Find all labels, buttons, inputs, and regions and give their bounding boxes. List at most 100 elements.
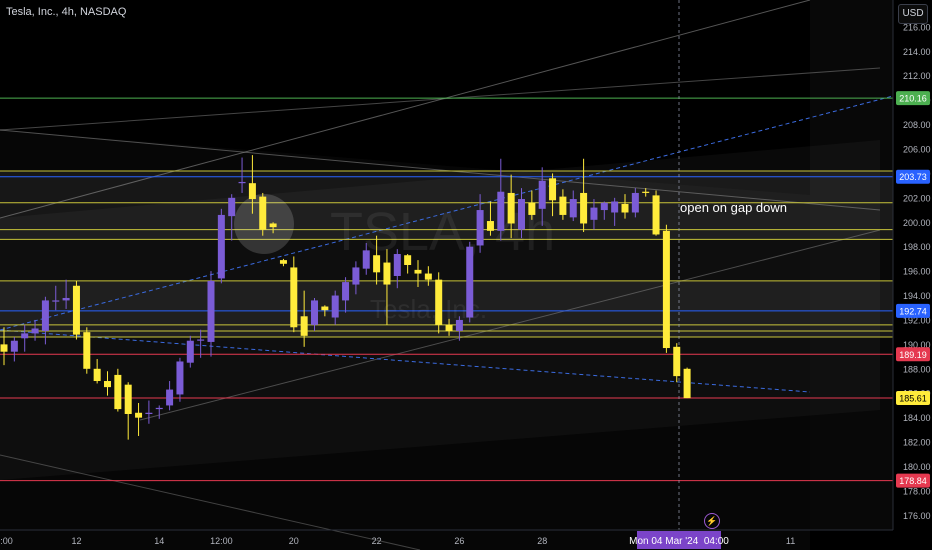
price-labels: 210.16 203.73 192.74 189.19 185.61 178.84 [896, 91, 930, 488]
candle-body [497, 191, 505, 231]
candle-57 [590, 199, 598, 230]
candle-body [248, 183, 256, 200]
candle-body [62, 297, 70, 301]
candle-58 [600, 201, 608, 220]
candle-63 [652, 190, 660, 236]
candle-body [10, 340, 18, 352]
candle-59 [611, 197, 619, 226]
candle-body [611, 201, 619, 213]
y-tick-label: 196.00 [903, 267, 931, 277]
time-marker-label: Mon 04 Mar '24 04:00 [629, 536, 729, 547]
candle-52 [538, 167, 546, 226]
candle-2 [21, 324, 29, 352]
candle-body [580, 192, 588, 224]
candle-46 [476, 194, 484, 253]
candle-32 [331, 290, 339, 325]
x-tick-label: 22 [372, 536, 382, 546]
candle-body [404, 255, 412, 265]
candle-body [538, 180, 546, 209]
candle-body [342, 282, 350, 301]
upper-rising-trendline [0, 0, 811, 219]
price-label-4: 185.61 [896, 390, 930, 405]
candle-body [528, 202, 536, 215]
price-label-text: 189.19 [899, 350, 927, 360]
y-tick-label: 180.00 [903, 462, 931, 472]
price-label-box [896, 390, 930, 405]
candle-17 [176, 357, 184, 402]
candle-26 [269, 222, 277, 234]
candle-4 [41, 296, 49, 345]
price-label-text: 210.16 [899, 94, 927, 104]
candle-body [176, 361, 184, 395]
candle-body [72, 285, 80, 335]
candle-15 [155, 405, 163, 419]
price-label-1: 203.73 [896, 169, 930, 184]
x-tick-label: 12:00 [210, 536, 233, 546]
y-tick-label: 208.00 [903, 120, 931, 130]
candle-36 [373, 235, 381, 285]
price-label-2: 192.74 [896, 303, 930, 318]
candle-body [600, 202, 608, 211]
price-label-box [896, 303, 930, 318]
candle-21 [217, 208, 225, 284]
future-area-fill [810, 0, 893, 530]
candle-body [83, 332, 91, 369]
candle-body [321, 306, 329, 311]
candle-body [41, 300, 49, 331]
candle-35 [362, 243, 370, 275]
candle-20 [207, 271, 215, 357]
candle-body [21, 333, 29, 339]
candle-body [207, 280, 215, 342]
candle-27 [279, 258, 287, 267]
y-tick-label: 216.00 [903, 22, 931, 32]
candle-42 [435, 272, 443, 334]
price-label-0: 210.16 [896, 91, 930, 106]
currency-button[interactable]: USD [898, 4, 928, 24]
candle-body [507, 192, 515, 224]
candle-23 [238, 157, 246, 193]
candle-body [166, 389, 174, 406]
y-tick-label: 194.00 [903, 291, 931, 301]
candle-body [311, 300, 318, 325]
candle-13 [135, 402, 143, 436]
shaded-zone-0 [0, 170, 893, 240]
candle-body [642, 191, 650, 193]
candle-body [621, 203, 629, 213]
candle-24 [248, 155, 256, 214]
candle-body [114, 374, 122, 410]
candle-body [290, 267, 298, 328]
x-tick-label: 2:00 [0, 536, 13, 546]
candle-body [393, 254, 401, 276]
price-label-box [896, 473, 930, 488]
candle-body [104, 381, 111, 388]
rising-channel-top [0, 67, 881, 131]
candle-11 [114, 368, 122, 412]
candle-29 [300, 290, 308, 347]
candle-body [155, 407, 163, 410]
price-label-box [896, 91, 930, 106]
x-tick-label: 26 [454, 536, 464, 546]
y-tick-label: 190.00 [903, 340, 931, 350]
candle-56 [580, 158, 588, 233]
candle-44 [455, 316, 463, 341]
candle-62 [642, 188, 650, 197]
candle-body [590, 207, 598, 220]
candle-body [631, 192, 639, 213]
candle-28 [290, 256, 298, 333]
symbol-title[interactable]: Tesla, Inc., 4h, NASDAQ [6, 6, 127, 18]
candle-body [559, 196, 567, 215]
candle-body [52, 300, 60, 302]
candle-40 [414, 260, 422, 287]
candle-10 [104, 371, 111, 396]
price-label-box [896, 169, 930, 184]
candle-body [373, 255, 381, 273]
candle-body [445, 324, 453, 331]
y-tick-label: 176.00 [903, 511, 931, 521]
candle-39 [404, 254, 412, 274]
candle-body [662, 230, 670, 349]
candle-25 [259, 192, 267, 236]
candle-16 [166, 381, 174, 411]
lightning-icon[interactable]: ⚡ [704, 513, 720, 529]
y-tick-label: 212.00 [903, 71, 931, 81]
